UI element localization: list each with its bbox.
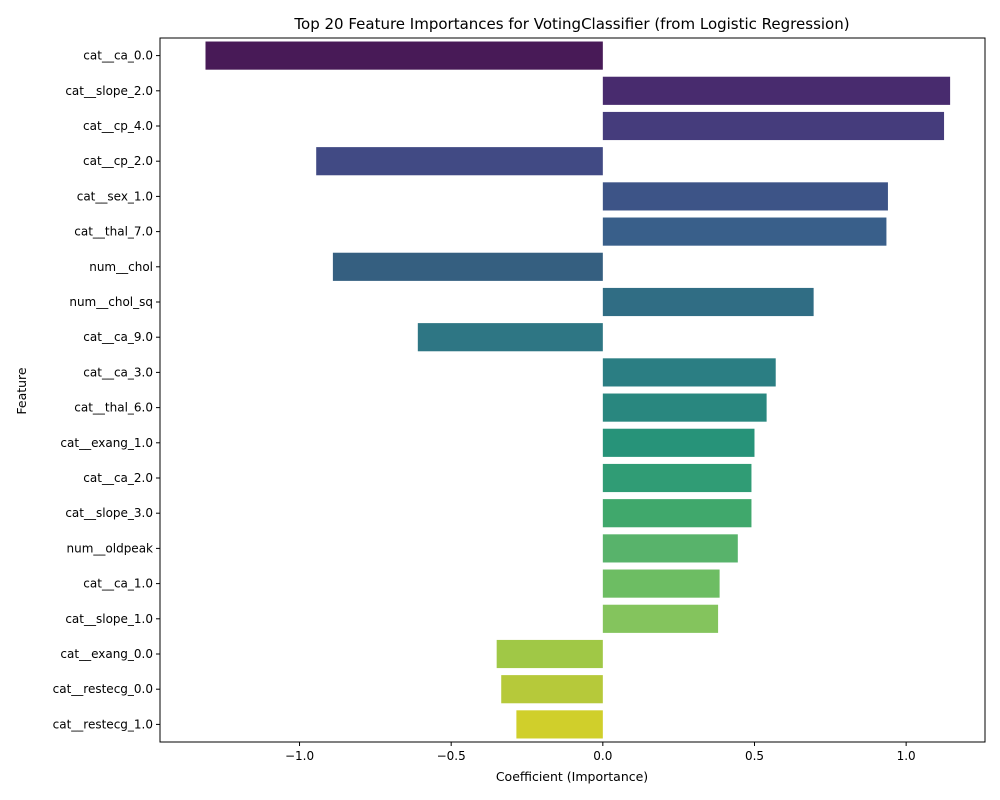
y-tick-label: cat__slope_1.0 xyxy=(65,612,153,626)
y-tick-label: num__chol_sq xyxy=(69,295,153,309)
x-tick-label: 1.0 xyxy=(897,749,916,763)
y-tick-label: cat__ca_2.0 xyxy=(83,471,153,485)
bar-cat-exang-0-0 xyxy=(496,639,603,669)
bars-group xyxy=(205,41,951,739)
bar-num-oldpeak xyxy=(602,534,738,563)
bar-cat-sex-1-0 xyxy=(602,182,888,211)
y-tick-label: cat__sex_1.0 xyxy=(77,189,153,203)
y-tick-label: cat__ca_0.0 xyxy=(83,49,153,63)
bar-num-chol xyxy=(332,252,603,281)
bar-cat-thal-6-0 xyxy=(602,393,767,422)
bar-cat-ca-0-0 xyxy=(205,41,603,70)
y-tick-label: cat__cp_2.0 xyxy=(83,154,153,168)
y-tick-label: cat__slope_3.0 xyxy=(65,506,153,520)
y-tick-label: cat__thal_7.0 xyxy=(74,225,153,239)
y-tick-label: num__oldpeak xyxy=(67,541,154,555)
bar-cat-slope-3-0 xyxy=(602,499,752,528)
x-axis-label: Coefficient (Importance) xyxy=(496,769,648,784)
x-tick-label: −0.5 xyxy=(437,749,466,763)
y-tick-label: cat__restecg_0.0 xyxy=(53,682,153,696)
y-tick-label: cat__restecg_1.0 xyxy=(53,717,153,731)
y-tick-label: cat__ca_1.0 xyxy=(83,577,153,591)
bar-cat-restecg-1-0 xyxy=(516,710,603,739)
bar-cat-ca-9-0 xyxy=(417,323,603,352)
bar-cat-restecg-0-0 xyxy=(501,675,603,704)
bar-cat-exang-1-0 xyxy=(602,428,755,457)
y-axis-label: Feature xyxy=(14,367,29,415)
x-tick-label: 0.0 xyxy=(593,749,612,763)
chart-title: Top 20 Feature Importances for VotingCla… xyxy=(293,15,849,33)
bar-cat-ca-2-0 xyxy=(602,463,752,493)
bar-cat-thal-7-0 xyxy=(602,217,887,246)
bar-cat-ca-1-0 xyxy=(602,569,720,598)
plot-frame xyxy=(159,37,986,743)
x-tick-label: −1.0 xyxy=(285,749,314,763)
y-tick-label: cat__exang_0.0 xyxy=(60,647,153,661)
bar-cat-slope-2-0 xyxy=(602,76,951,105)
bar-num-chol-sq xyxy=(602,287,814,317)
y-axis-ticks: cat__ca_0.0 cat__slope_2.0 cat__cp_4.0 cat_… xyxy=(53,49,160,731)
y-tick-label: cat__thal_6.0 xyxy=(74,401,153,415)
bar-cat-slope-1-0 xyxy=(602,604,719,633)
bar-cat-ca-3-0 xyxy=(602,358,776,387)
x-axis-ticks: −1.0 −0.5 0.0 0.5 1.0 xyxy=(285,742,916,763)
y-tick-label: cat__cp_4.0 xyxy=(83,119,153,133)
bar-cat-cp-4-0 xyxy=(602,111,945,141)
y-tick-label: cat__slope_2.0 xyxy=(65,84,153,98)
y-tick-label: cat__exang_1.0 xyxy=(60,436,153,450)
x-tick-label: 0.5 xyxy=(745,749,764,763)
y-tick-label: cat__ca_3.0 xyxy=(83,365,153,379)
bar-cat-cp-2-0 xyxy=(316,147,603,176)
y-tick-label: num__chol xyxy=(89,260,153,274)
y-tick-label: cat__ca_9.0 xyxy=(83,330,153,344)
